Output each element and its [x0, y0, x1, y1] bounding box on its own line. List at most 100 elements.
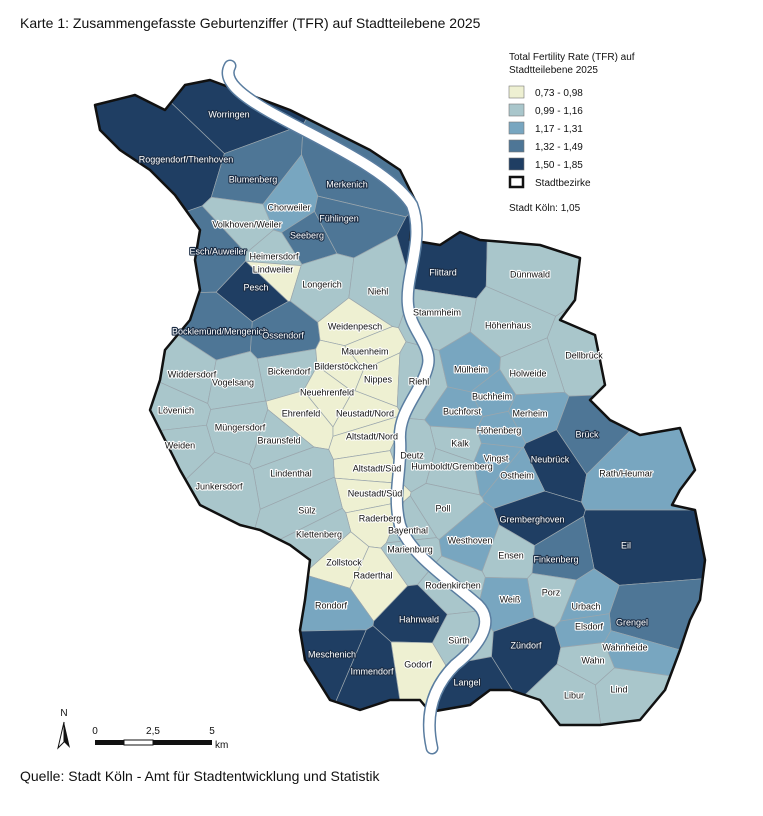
scale-segment: [123, 739, 154, 746]
district-label: Rodenkirchen: [425, 580, 481, 590]
district-label: Dellbrück: [565, 350, 603, 360]
district-label: Merheim: [512, 408, 547, 418]
district-label: Rondorf: [315, 600, 348, 610]
district-label: Wahn: [581, 655, 604, 665]
north-arrow-right: [64, 722, 70, 748]
district-label: Riehl: [409, 376, 430, 386]
legend-label: Stadtbezirke: [535, 178, 591, 189]
district-label: Sülz: [298, 505, 316, 515]
district-label: Klettenberg: [296, 529, 342, 539]
legend-title: Total Fertility Rate (TFR) auf: [509, 52, 635, 63]
district-label: Neustadt/Nord: [336, 408, 394, 418]
district-label: Sürth: [448, 635, 470, 645]
district-label: Neustadt/Süd: [348, 488, 403, 498]
source: Quelle: Stadt Köln - Amt für Stadtentwic…: [20, 768, 381, 784]
district-label: Zollstock: [326, 557, 362, 567]
district-label: Heimersdorf: [249, 251, 299, 261]
legend-label: 1,50 - 1,85: [535, 160, 583, 171]
district-label: Esch/Auweiler: [189, 246, 246, 256]
district-label: Pesch: [243, 282, 268, 292]
district-label: Kalk: [451, 438, 469, 448]
district-label: Lövenich: [158, 405, 194, 415]
district-label: Braunsfeld: [257, 435, 300, 445]
district-label: Seeberg: [290, 230, 324, 240]
district-label: Nippes: [364, 374, 393, 384]
district-label: Mülheim: [454, 364, 488, 374]
district-label: Mauenheim: [341, 346, 388, 356]
district-label: Worringen: [208, 109, 249, 119]
district-label: Weiß: [500, 594, 521, 604]
legend-title: Stadtteilebene 2025: [509, 65, 598, 76]
district-label: Wahnheide: [602, 642, 647, 652]
scale-segment: [153, 740, 212, 745]
district-label: Ehrenfeld: [282, 408, 321, 418]
district: [310, 625, 410, 725]
district-label: Blumenberg: [229, 174, 278, 184]
district-label: Raderberg: [359, 513, 402, 523]
district-label: Rath/Heumar: [599, 468, 653, 478]
district-label: Brück: [575, 429, 599, 439]
district-label: Meschenich: [308, 649, 356, 659]
district-label: Neuehrenfeld: [300, 387, 354, 397]
legend-swatch: [508, 103, 525, 117]
district-label: Weidenpesch: [328, 321, 382, 331]
district-label: Libur: [564, 690, 584, 700]
district-label: Bocklemünd/Mengenich: [172, 326, 268, 336]
district-label: Marienburg: [387, 544, 433, 554]
district-label: Urbach: [571, 601, 600, 611]
district-labels: Worringen Roggendorf/Thenhoven Blumenberg M…: [138, 108, 654, 701]
district-label: Ossendorf: [262, 330, 304, 340]
scale-segment: [95, 740, 124, 745]
district-label: Vogelsang: [212, 377, 254, 387]
district-label: Godorf: [404, 659, 432, 669]
district-label: Bayenthal: [388, 525, 428, 535]
district-label: Langel: [453, 677, 480, 687]
district-label: Höhenhaus: [485, 320, 532, 330]
legend-label: 1,32 - 1,49: [535, 142, 583, 153]
legend-background: [498, 46, 658, 216]
district-label: Buchforst: [443, 406, 482, 416]
district-label: Müngersdorf: [215, 422, 266, 432]
district-label: Ostheim: [500, 470, 534, 480]
district-label: Finkenberg: [533, 554, 578, 564]
district-label: Lind: [610, 684, 627, 694]
scale-label: 2,5: [146, 726, 160, 737]
district-label: Immendorf: [350, 666, 394, 676]
scale-label: 5: [209, 726, 215, 737]
district-label: Roggendorf/Thenhoven: [139, 154, 234, 164]
district-label: Chorweiler: [267, 202, 310, 212]
scale-label: 0: [92, 726, 98, 737]
district-label: Junkersdorf: [195, 481, 243, 491]
district-label: Bickendorf: [268, 366, 311, 376]
north-arrow: N: [57, 708, 70, 750]
scale-bar: 0 2,5 5 km: [92, 726, 228, 751]
district: [511, 663, 606, 725]
legend-swatch: [508, 85, 525, 99]
district-label: Poll: [435, 503, 450, 513]
district-label: Zündorf: [510, 640, 542, 650]
map-title: Karte 1: Zusammengefasste Geburtenziffer…: [20, 15, 481, 31]
district-label: Lindenthal: [270, 468, 312, 478]
legend-label: 0,73 - 0,98: [535, 88, 583, 99]
district-label: Eil: [621, 540, 631, 550]
district-label: Grengel: [616, 617, 648, 627]
legend-label: 1,17 - 1,31: [535, 124, 583, 135]
district-label: Hahnwald: [399, 614, 439, 624]
district-label: Stammheim: [413, 307, 461, 317]
district-label: Westhoven: [448, 535, 493, 545]
legend-swatch: [508, 175, 525, 189]
legend-swatch: [508, 139, 525, 153]
north-label: N: [60, 708, 67, 719]
district-label: Lindweiler: [253, 264, 294, 274]
district-label: Holweide: [509, 368, 546, 378]
scale-unit: km: [215, 740, 228, 751]
legend-swatch: [508, 121, 525, 135]
district-label: Porz: [542, 587, 561, 597]
district-label: Altstadt/Süd: [353, 463, 402, 473]
district-label: Weiden: [165, 440, 195, 450]
district-label: Elsdorf: [575, 621, 604, 631]
district-label: Humboldt/Gremberg: [411, 461, 493, 471]
district-label: Flittard: [429, 267, 457, 277]
legend-label: 0,99 - 1,16: [535, 106, 583, 117]
